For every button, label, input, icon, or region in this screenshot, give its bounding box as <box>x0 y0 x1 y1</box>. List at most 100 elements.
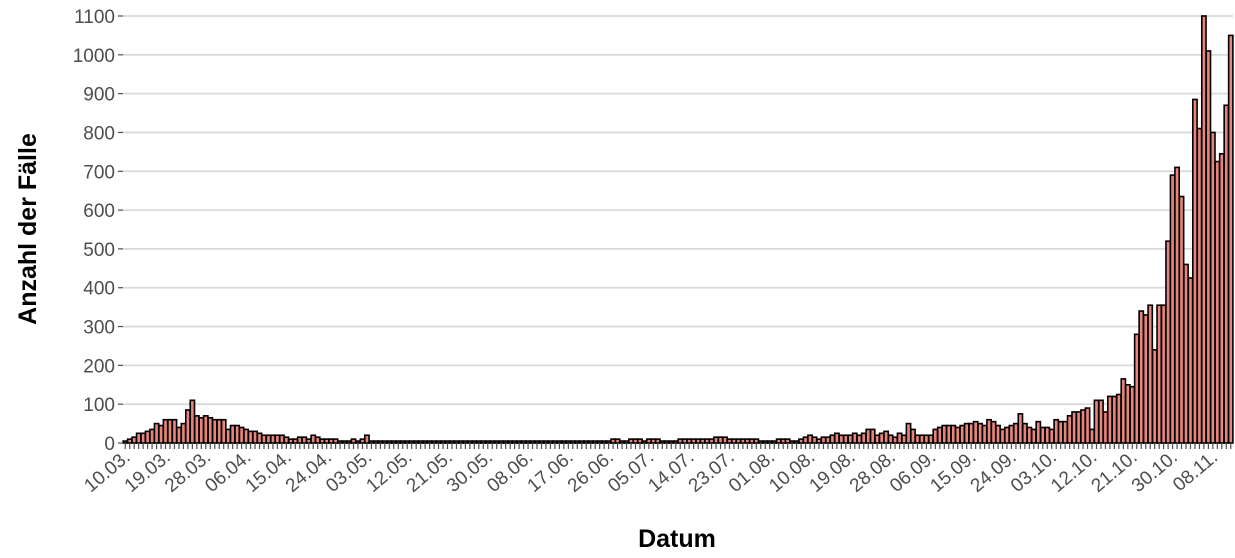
bar <box>556 440 563 444</box>
bar <box>167 418 173 444</box>
y-tick-label: 1100 <box>74 7 115 28</box>
bar <box>578 440 585 444</box>
bar <box>1223 104 1230 444</box>
x-tick-label: 30.05. <box>443 447 497 497</box>
y-tick-label: 100 <box>83 395 115 416</box>
bar <box>301 436 308 444</box>
bar <box>261 434 267 444</box>
bar <box>1057 420 1064 444</box>
bar <box>731 438 737 444</box>
x-tick-label: 03.10. <box>1007 447 1061 497</box>
bar <box>722 436 728 444</box>
bar <box>1192 98 1198 444</box>
bar <box>941 424 948 444</box>
bar <box>708 438 715 444</box>
bar <box>1048 428 1055 444</box>
bar <box>610 438 617 444</box>
bar <box>775 438 782 444</box>
bar <box>211 418 218 444</box>
bar <box>592 440 599 444</box>
bar <box>314 436 321 444</box>
bar <box>704 438 711 444</box>
bar <box>583 440 590 444</box>
x-tick-label: 15.04. <box>242 447 296 497</box>
x-tick-label: 28.03. <box>161 447 215 497</box>
x-tick-label: 19.08. <box>806 447 860 497</box>
bar <box>404 440 411 444</box>
y-axis-title: Anzahl der Fälle <box>14 133 42 325</box>
bar <box>449 440 455 444</box>
bar <box>516 440 523 444</box>
bar <box>1080 409 1086 444</box>
bar <box>198 416 205 444</box>
bar <box>896 432 903 444</box>
bar <box>1089 428 1095 444</box>
bar <box>270 434 276 444</box>
bar <box>355 440 361 444</box>
bar <box>1098 399 1104 444</box>
bar <box>520 440 527 444</box>
bar <box>901 434 907 444</box>
bar <box>1133 333 1140 444</box>
bar <box>744 438 751 444</box>
bar <box>1151 349 1158 444</box>
bar <box>216 418 223 444</box>
bar <box>287 438 294 444</box>
bar <box>1218 153 1225 444</box>
y-tick-label: 400 <box>83 279 115 300</box>
bar <box>278 434 285 444</box>
bar <box>905 422 912 444</box>
bar <box>310 434 317 444</box>
bar <box>171 418 178 444</box>
bar <box>914 434 921 444</box>
bar <box>945 424 952 444</box>
bar <box>793 440 800 444</box>
bar <box>225 428 232 444</box>
bar <box>927 434 934 444</box>
bar <box>748 438 755 444</box>
bar <box>910 428 916 444</box>
bar <box>829 434 836 444</box>
bar <box>292 438 299 444</box>
bar <box>359 438 366 444</box>
bar <box>135 432 142 444</box>
bar <box>377 440 384 444</box>
bar <box>686 438 693 444</box>
bar <box>596 440 603 444</box>
bar <box>529 440 536 444</box>
bar <box>1214 160 1221 444</box>
bar <box>158 424 164 444</box>
bar <box>193 415 200 444</box>
bar <box>176 426 182 444</box>
bar <box>820 436 827 444</box>
bar <box>149 428 156 444</box>
bar <box>637 438 643 444</box>
bar <box>1084 407 1091 444</box>
bar <box>462 440 469 444</box>
bar <box>798 438 805 444</box>
bar <box>1174 166 1180 444</box>
bar <box>1066 415 1073 444</box>
bar <box>999 428 1006 444</box>
bar <box>825 436 831 444</box>
bar <box>1053 418 1060 444</box>
bar <box>480 440 487 444</box>
bar <box>919 434 925 444</box>
x-tick-label: 01.08. <box>725 447 779 497</box>
bar <box>538 440 545 444</box>
x-tick-label: 17.06. <box>524 447 578 497</box>
bar <box>950 424 957 444</box>
bar <box>726 438 733 444</box>
bar <box>587 440 594 444</box>
bar <box>332 438 339 444</box>
bar <box>986 418 992 444</box>
bar <box>690 438 697 444</box>
x-tick-label: 06.04. <box>201 447 255 497</box>
bar <box>1008 424 1015 444</box>
bar <box>493 440 500 444</box>
bar <box>395 440 402 444</box>
bar <box>153 422 160 444</box>
bar <box>265 434 272 444</box>
bar <box>319 438 326 444</box>
